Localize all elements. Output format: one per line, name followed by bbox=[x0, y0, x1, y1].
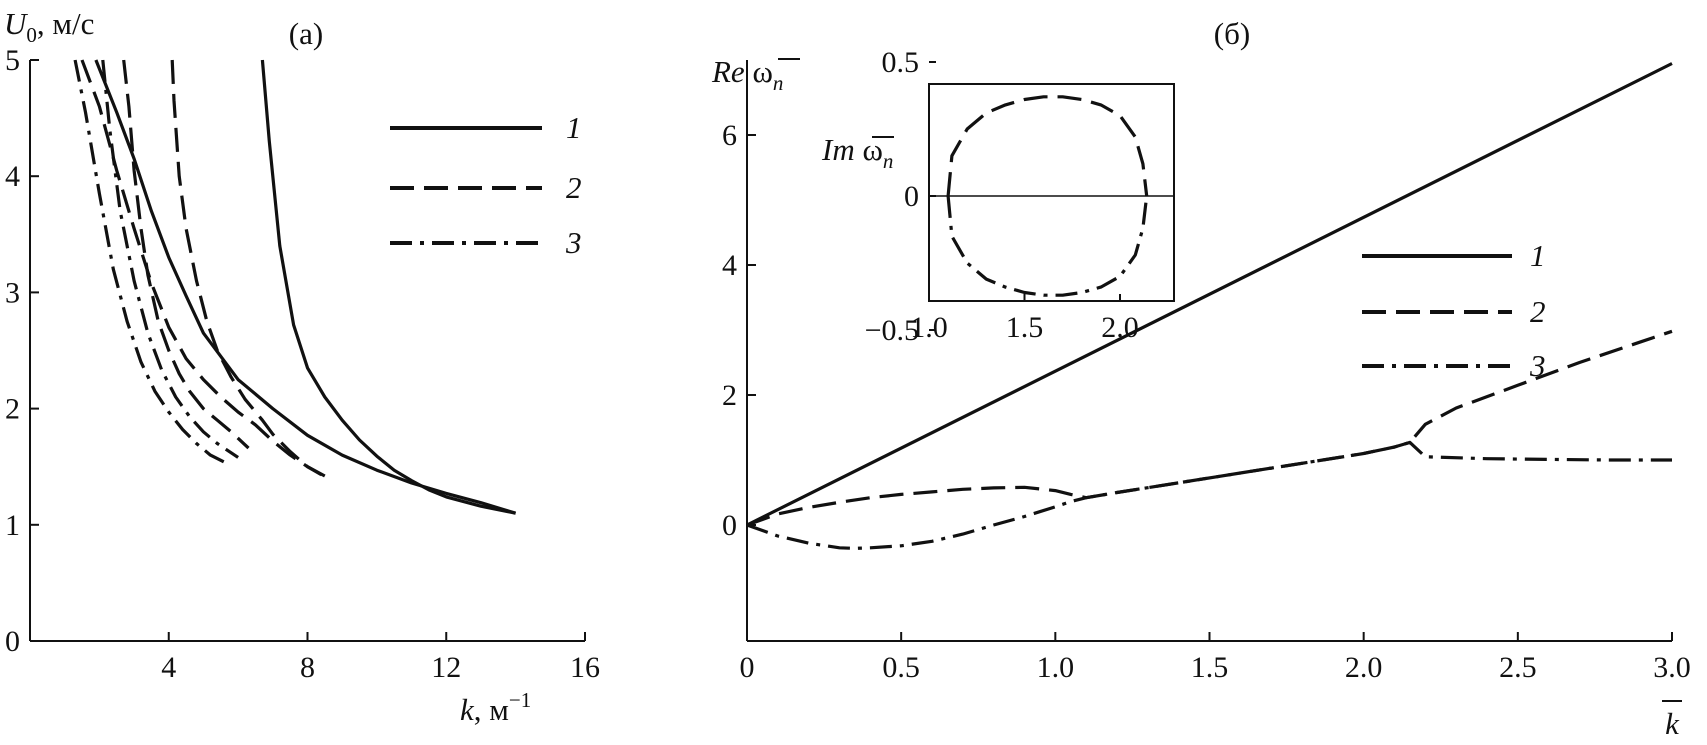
plot-lines bbox=[746, 62, 1673, 551]
legend: 1 2 3 bbox=[390, 110, 582, 260]
y-tick-label: 0 bbox=[722, 509, 737, 542]
series-1-line-0 bbox=[746, 62, 1673, 527]
inset-ylabel-symbol: ω bbox=[862, 132, 882, 167]
inset-lines bbox=[929, 95, 1174, 297]
inset-ylabel-subscript: n bbox=[883, 149, 894, 173]
xlabel-symbol: k bbox=[460, 692, 475, 727]
ylabel-subscript: n bbox=[773, 71, 784, 95]
legend-label-2: 2 bbox=[566, 170, 582, 205]
legend-label-2: 2 bbox=[1530, 294, 1546, 329]
inset-y-ticks: 0.5 0 −0.5 bbox=[865, 46, 936, 347]
y-ticks: 0 2 4 6 bbox=[722, 119, 756, 542]
series-3-line-1 bbox=[946, 195, 1149, 297]
panel-a-ylabel: U0, м/с bbox=[4, 6, 94, 47]
y-tick-label: 2 bbox=[5, 393, 20, 426]
series-3-line-6 bbox=[101, 59, 239, 459]
xlabel-unit: , м bbox=[474, 692, 509, 727]
inset-frame bbox=[928, 83, 1175, 302]
ylabel-symbol: ω bbox=[752, 54, 772, 89]
y-ticks: 0 1 2 3 4 5 bbox=[5, 44, 39, 658]
x-ticks: 0 0.5 1.0 1.5 2.0 2.5 3.0 bbox=[740, 632, 1691, 684]
y-tick-label: 4 bbox=[722, 249, 737, 282]
series-2-line-2 bbox=[80, 59, 326, 478]
legend-label-1: 1 bbox=[566, 110, 582, 145]
series-2-line-0 bbox=[946, 95, 1149, 197]
ylabel-symbol: U bbox=[4, 6, 29, 41]
panel-b-ylabel: Re ωn bbox=[711, 54, 783, 95]
y-tick-label: 3 bbox=[5, 276, 20, 309]
x-tick-label: 8 bbox=[300, 651, 315, 684]
inset-y-tick-label: −0.5 bbox=[865, 314, 919, 347]
panel-b-tag: (б) bbox=[1214, 16, 1250, 51]
x-tick-label: 16 bbox=[570, 651, 600, 684]
x-tick-label: 1.0 bbox=[1037, 651, 1075, 684]
legend-label-1: 1 bbox=[1530, 238, 1546, 273]
x-tick-label: 0 bbox=[740, 651, 755, 684]
legend: 1 2 3 bbox=[1362, 238, 1546, 383]
ylabel-prefix: Re bbox=[711, 54, 752, 89]
xlabel-exponent: −1 bbox=[509, 688, 531, 712]
series-2-line-3 bbox=[122, 59, 250, 450]
inset-x-tick-label: 1.0 bbox=[910, 311, 948, 344]
y-tick-label: 2 bbox=[722, 379, 737, 412]
series-2-line-1 bbox=[746, 329, 1673, 527]
panel-b-xlabel: k bbox=[1665, 706, 1680, 741]
y-tick-label: 1 bbox=[5, 509, 20, 542]
x-tick-label: 3.0 bbox=[1653, 651, 1691, 684]
x-tick-label: 0.5 bbox=[882, 651, 920, 684]
series-3-line-5 bbox=[73, 59, 226, 464]
x-tick-label: 2.5 bbox=[1499, 651, 1537, 684]
inset-y-tick-label: 0.5 bbox=[882, 46, 920, 79]
inset-ylabel-prefix: Im bbox=[821, 132, 862, 167]
y-tick-label: 0 bbox=[5, 625, 20, 658]
inset-ylabel: Im ωn bbox=[821, 132, 893, 173]
x-tick-label: 12 bbox=[431, 651, 461, 684]
inset-plot: Im ωn 0.5 0 −0.5 1.0 1.5 2.0 bbox=[821, 46, 1175, 347]
x-tick-label: 1.5 bbox=[1191, 651, 1229, 684]
panel-a-tag: (a) bbox=[289, 16, 323, 51]
series-1-line-1 bbox=[260, 59, 516, 515]
legend-label-3: 3 bbox=[1529, 348, 1546, 383]
x-tick-label: 2.0 bbox=[1345, 651, 1383, 684]
series-2-line-4 bbox=[170, 59, 323, 477]
y-tick-label: 4 bbox=[5, 160, 20, 193]
inset-y-tick-label: 0 bbox=[904, 180, 919, 213]
legend-label-3: 3 bbox=[565, 225, 582, 260]
inset-x-tick-label: 1.5 bbox=[1006, 311, 1044, 344]
x-ticks: 4 8 12 16 bbox=[161, 632, 600, 684]
ylabel-unit: , м/с bbox=[37, 6, 95, 41]
y-tick-label: 5 bbox=[5, 44, 20, 77]
inset-x-ticks: 1.0 1.5 2.0 bbox=[910, 294, 1139, 344]
plot-lines bbox=[73, 59, 517, 515]
y-tick-label: 6 bbox=[722, 119, 737, 152]
panel-a-xlabel: k, м−1 bbox=[460, 688, 531, 727]
x-tick-label: 4 bbox=[161, 651, 176, 684]
inset-x-tick-label: 2.0 bbox=[1101, 311, 1139, 344]
ylabel-subscript: 0 bbox=[26, 23, 37, 47]
series-3-line-2 bbox=[746, 440, 1672, 551]
